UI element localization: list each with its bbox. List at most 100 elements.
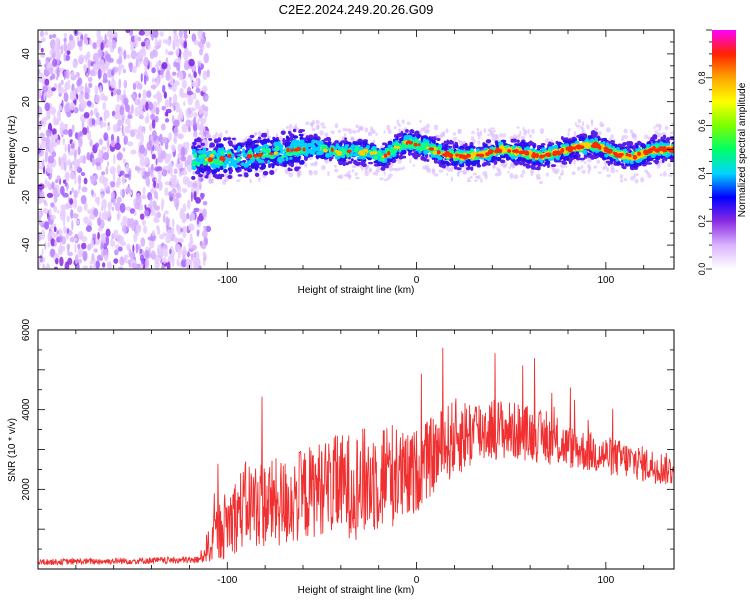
spectrogram-noise-cell <box>144 210 149 216</box>
spectrogram-noise-cell <box>36 106 42 115</box>
spectrogram-noise-cell <box>92 42 96 49</box>
spectrogram-haze-cell <box>473 173 477 176</box>
spectrogram-noise-cell <box>99 175 105 184</box>
spectrogram-ridge-cell <box>269 170 274 175</box>
spectrogram-ridge-cell <box>293 129 297 133</box>
spectrogram-ridge-cell <box>267 138 270 143</box>
spectrogram-noise-cell <box>78 146 81 155</box>
spectrogram-noise-cell <box>40 141 45 149</box>
spectrogram-noise-cell <box>151 67 156 73</box>
spectrogram-noise-cell <box>132 244 134 252</box>
spectrogram-noise-cell <box>202 230 208 239</box>
spectrogram-noise-cell <box>61 209 65 218</box>
spectrogram-noise-cell <box>125 187 131 193</box>
spectrogram-noise-cell <box>184 48 188 55</box>
spectrogram-noise-cell <box>143 186 146 194</box>
spectrogram-ridge-cell <box>655 157 661 161</box>
spectrogram-haze-cell <box>530 171 533 176</box>
spectrogram-haze-cell <box>346 175 351 178</box>
spectrogram-noise-cell <box>168 132 172 141</box>
spectrogram-noise-cell <box>135 167 141 171</box>
spectrogram-haze-cell <box>427 128 430 133</box>
spectrogram-haze-cell <box>225 130 228 134</box>
spectrogram-noise-cell <box>92 118 95 125</box>
spectrogram-noise-cell <box>52 34 56 38</box>
spectrogram-ridge-cell <box>405 129 409 133</box>
spectrogram-noise-cell <box>202 208 207 217</box>
spectrogram-ridge-cell <box>296 158 301 163</box>
spectrogram-noise-cell <box>59 104 62 110</box>
spectrogram-ridge-cell <box>285 157 288 161</box>
spectrogram-noise-cell <box>124 80 128 88</box>
spectrogram-ridge-cell <box>297 167 301 170</box>
spectrogram-noise-cell <box>123 50 126 60</box>
spectrogram-noise-cell <box>124 174 129 178</box>
spectrogram-ridge-cell <box>362 163 367 167</box>
spectrogram-noise-cell <box>183 203 187 212</box>
spectrogram-noise-cell <box>57 210 59 214</box>
spectrogram-noise-cell <box>110 181 115 187</box>
spectrogram-noise-cell <box>46 263 50 273</box>
spectrogram-noise-cell <box>74 244 76 254</box>
spectrogram-haze-cell <box>522 170 525 174</box>
spectrogram-haze-cell <box>670 131 674 134</box>
spectrogram-haze-cell <box>480 178 482 183</box>
spectrogram-noise-cell <box>51 249 55 257</box>
spectrogram-noise-cell <box>87 59 90 69</box>
spectrogram-noise-cell <box>70 172 75 180</box>
spectrogram-noise-cell <box>73 238 77 242</box>
spectrogram-noise-cell <box>201 243 206 249</box>
spectrogram-noise-cell <box>86 225 92 232</box>
spectrogram-haze-cell <box>561 169 563 175</box>
spectrogram-haze-cell <box>355 124 358 128</box>
spectrogram-noise-cell <box>183 101 185 106</box>
spectrogram-noise-cell <box>89 69 95 76</box>
spectrogram-haze-cell <box>218 133 220 137</box>
spectrogram-noise-cell <box>64 92 69 102</box>
spectrogram-ridge-cell <box>523 163 526 167</box>
spectrogram-noise-cell <box>179 37 183 43</box>
spectrogram-haze-cell <box>539 181 543 184</box>
spectrogram-noise-cell <box>77 132 83 136</box>
spectrogram-haze-cell <box>480 130 482 136</box>
spectrogram-noise-cell <box>149 124 152 131</box>
spectrogram-noise-cell <box>92 233 96 239</box>
spectrogram-haze-cell <box>509 166 511 169</box>
spectrogram-haze-cell <box>426 168 431 173</box>
spectrogram-haze-cell <box>659 124 662 129</box>
spectrogram-noise-cell <box>77 41 82 47</box>
spectrogram-noise-cell <box>124 225 126 235</box>
spectrogram-noise-cell <box>42 86 48 93</box>
spectrogram-haze-cell <box>426 123 430 128</box>
spectrogram-noise-cell <box>155 116 158 122</box>
spectrogram-noise-cell <box>187 199 191 209</box>
spectrogram-haze-cell <box>635 179 639 184</box>
spectrogram-haze-cell <box>442 131 445 136</box>
spectrogram-noise-cell <box>142 258 145 265</box>
spectrogram-noise-cell <box>161 264 165 272</box>
spectrogram-noise-cell <box>182 188 187 193</box>
spectrogram-noise-cell <box>146 76 148 81</box>
spectrogram-ridge-cell <box>206 171 209 175</box>
spectrogram-noise-cell <box>138 110 144 115</box>
spectrogram-noise-cell <box>118 246 123 251</box>
spectrogram-haze-cell <box>663 171 667 176</box>
spectrogram-haze-cell <box>484 128 487 133</box>
spectrogram-ridge-cell <box>327 138 331 141</box>
spectrogram-noise-cell <box>61 80 64 86</box>
spectrogram-noise-cell <box>67 184 70 189</box>
spectrogram-haze-cell <box>215 132 218 137</box>
spectrogram-ridge-cell <box>300 139 304 143</box>
spectrogram-ridge-cell <box>267 160 270 164</box>
spectrogram-noise-cell <box>175 192 181 198</box>
spectrogram-ridge-cell <box>248 150 252 153</box>
spectrogram-ridge-cell <box>227 158 232 162</box>
spectrogram-haze-cell <box>531 129 535 134</box>
spectrogram-haze-cell <box>640 177 644 182</box>
spectrogram-ridge-cell <box>459 146 464 149</box>
spectrogram-noise-cell <box>153 50 158 58</box>
spectrogram-noise-cell <box>92 157 95 166</box>
spectrogram-ridge-cell <box>380 158 384 161</box>
spectrogram-noise-cell <box>41 48 44 53</box>
spectrogram-noise-cell <box>64 71 66 80</box>
